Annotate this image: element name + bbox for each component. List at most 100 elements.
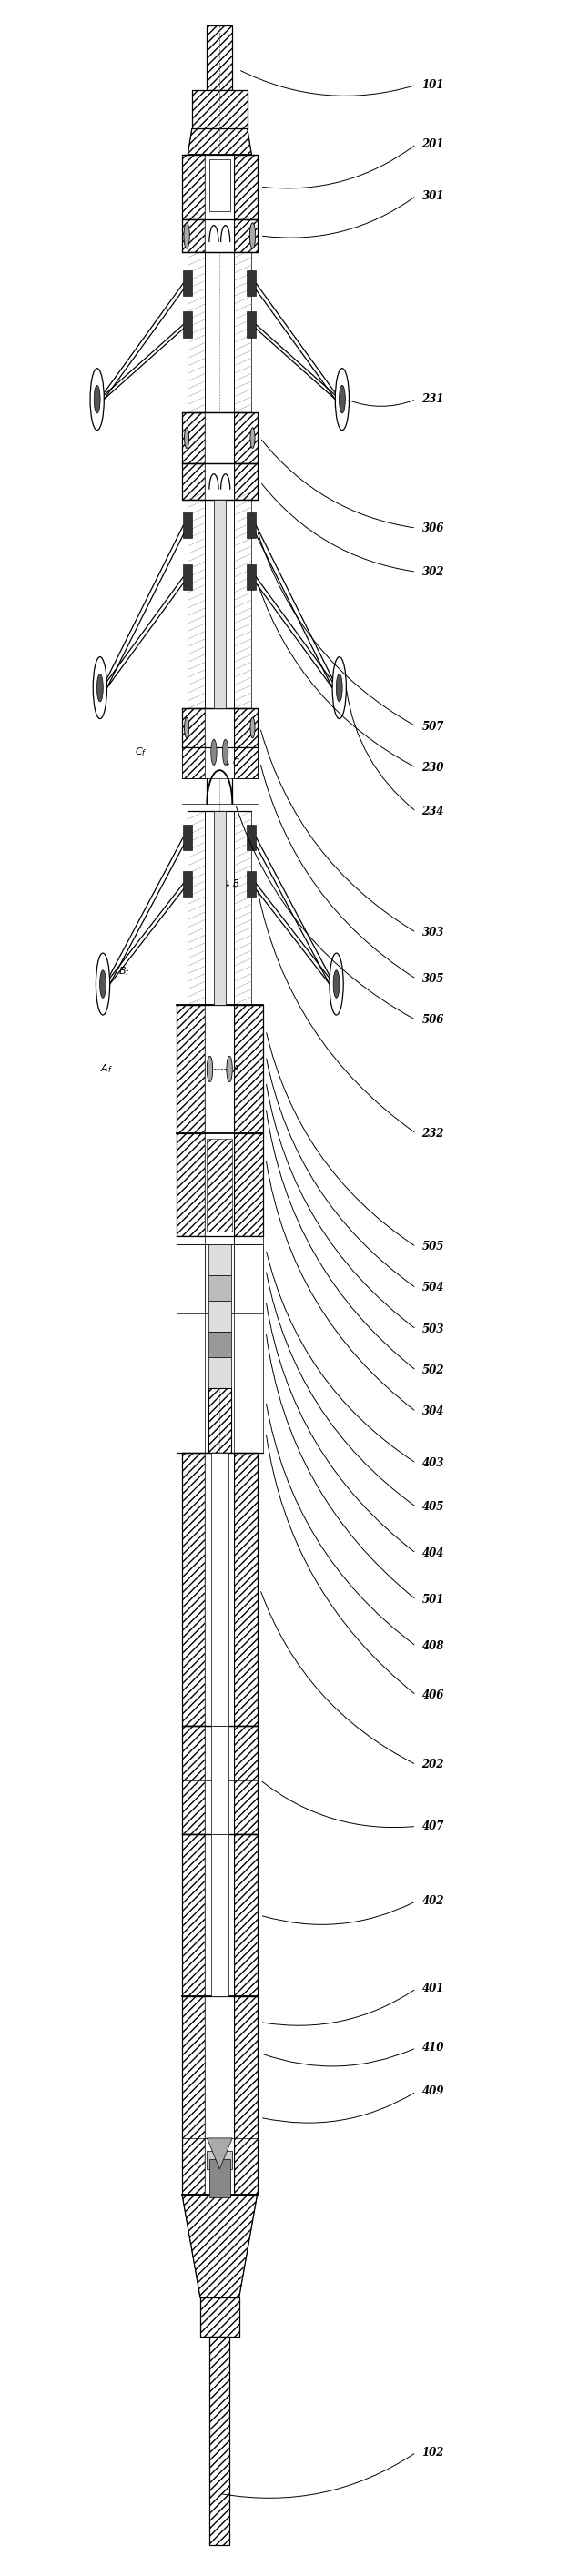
Bar [208, 1332, 231, 1358]
Bar [182, 1996, 205, 2195]
Circle shape [336, 675, 342, 701]
Circle shape [93, 657, 107, 719]
Text: 405: 405 [422, 1502, 444, 1512]
Bar [183, 871, 192, 896]
Circle shape [223, 739, 228, 765]
Bar [182, 747, 205, 778]
Text: 407: 407 [422, 1821, 444, 1832]
Bar [182, 464, 205, 500]
Text: 507: 507 [422, 721, 444, 732]
Text: $\downarrow B$: $\downarrow B$ [223, 878, 241, 889]
Text: 302: 302 [422, 567, 444, 577]
Bar [209, 160, 230, 211]
Bar [205, 1236, 234, 1314]
Bar [182, 155, 205, 219]
Bar [214, 500, 225, 708]
Bar [182, 412, 205, 464]
Bar [182, 1726, 205, 1834]
Bar [234, 1996, 257, 2195]
Bar [234, 811, 251, 1005]
Text: 410: 410 [422, 2043, 444, 2053]
Text: 408: 408 [422, 1641, 444, 1651]
Bar [176, 1244, 205, 1453]
Text: 234: 234 [422, 806, 444, 817]
Bar [234, 1005, 263, 1133]
Bar [234, 1236, 263, 1314]
Bar [247, 564, 256, 590]
Circle shape [94, 386, 100, 412]
Bar [182, 464, 205, 500]
Bar [211, 1726, 228, 1834]
Bar [205, 1133, 234, 1236]
Bar [234, 1453, 257, 1726]
Polygon shape [182, 2195, 257, 2298]
Bar [247, 513, 256, 538]
Bar [207, 2151, 232, 2169]
Bar [205, 412, 234, 464]
Bar [188, 500, 205, 708]
Bar [234, 1726, 257, 1834]
Text: $C_f$: $C_f$ [135, 747, 147, 757]
Text: 102: 102 [422, 2447, 444, 2458]
Polygon shape [207, 2138, 232, 2169]
Bar [234, 1726, 257, 1834]
Bar [176, 1005, 205, 1133]
Text: $B_f$: $B_f$ [118, 966, 130, 976]
Bar [211, 1453, 228, 1726]
Text: 401: 401 [422, 1984, 444, 1994]
Circle shape [250, 222, 255, 247]
Bar [205, 464, 234, 500]
Circle shape [96, 953, 110, 1015]
Bar [208, 1275, 231, 1301]
Text: 301: 301 [422, 191, 444, 201]
Bar [207, 26, 232, 90]
Bar [183, 513, 192, 538]
Text: 101: 101 [422, 80, 444, 90]
Bar [183, 270, 192, 296]
Circle shape [250, 428, 255, 448]
Bar [247, 312, 256, 337]
Text: 232: 232 [422, 1128, 444, 1139]
Bar [176, 1236, 205, 1314]
Bar [205, 1726, 234, 1834]
Circle shape [250, 716, 255, 737]
Bar [200, 2298, 239, 2336]
Bar [205, 708, 234, 747]
Bar [234, 464, 257, 500]
Bar [188, 811, 205, 1005]
Bar [234, 155, 257, 219]
Bar [234, 1834, 257, 1996]
Text: 404: 404 [422, 1548, 444, 1558]
Text: 503: 503 [422, 1324, 444, 1334]
Bar [192, 90, 247, 129]
Bar [182, 155, 205, 219]
Bar [182, 1726, 205, 1834]
Bar [205, 1996, 234, 2195]
Bar [176, 1005, 205, 1133]
Bar [183, 312, 192, 337]
Bar [234, 1834, 257, 1996]
Bar [234, 464, 257, 500]
Bar [234, 155, 257, 219]
Text: 201: 201 [422, 139, 444, 149]
Bar [208, 1301, 231, 1332]
Bar [207, 1139, 232, 1231]
Bar [234, 708, 257, 747]
Bar [209, 2159, 230, 2197]
Bar [205, 155, 234, 219]
Bar [234, 252, 251, 412]
Circle shape [184, 716, 189, 737]
Circle shape [339, 386, 345, 412]
Circle shape [332, 657, 346, 719]
Bar [182, 1996, 205, 2195]
Circle shape [90, 368, 104, 430]
Circle shape [184, 428, 189, 448]
Bar [182, 219, 205, 252]
Bar [182, 708, 205, 747]
Text: $A_f$: $A_f$ [100, 1064, 113, 1074]
Bar [234, 1133, 263, 1236]
Bar [234, 412, 257, 464]
Text: $\downarrow A$: $\downarrow A$ [223, 1064, 240, 1074]
Bar [247, 871, 256, 896]
Bar [234, 747, 257, 778]
